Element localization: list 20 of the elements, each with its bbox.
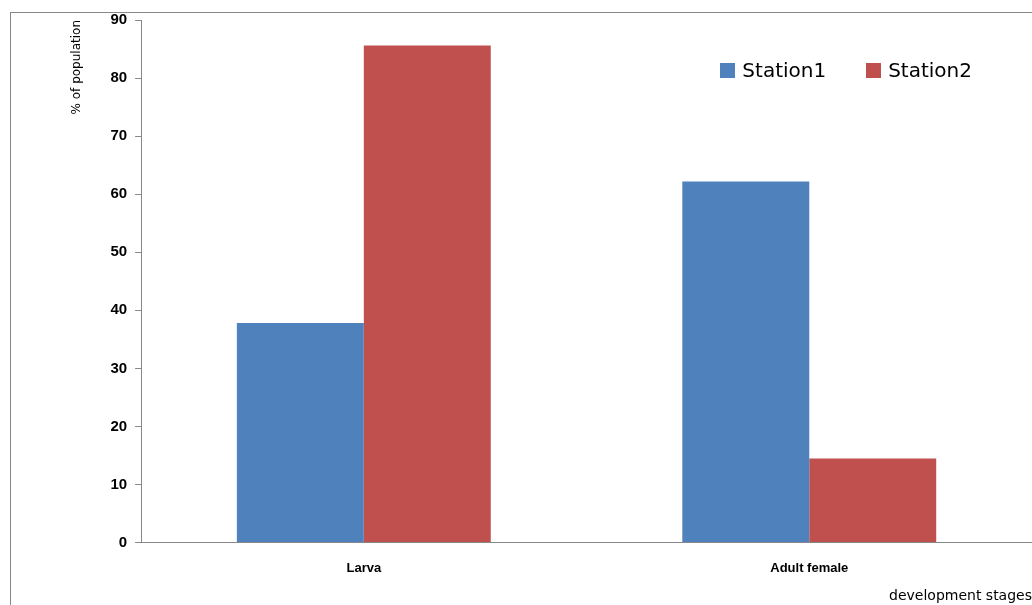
x-tick-label: Adult female: [770, 559, 849, 575]
y-tick-label: 50: [110, 242, 128, 260]
bar: [809, 458, 937, 543]
bar: [682, 181, 810, 543]
bar: [363, 45, 491, 543]
y-tick-label: 40: [110, 300, 128, 318]
y-tick-label: 60: [110, 184, 128, 202]
y-tick-label: 20: [110, 416, 128, 434]
legend-label: Station1: [742, 58, 827, 82]
y-tick-label: 10: [110, 474, 128, 492]
y-tick-label: 70: [110, 126, 128, 144]
y-tick-label: 30: [110, 358, 128, 376]
x-axis-title: development stages: [889, 587, 1032, 604]
y-tick-label: 0: [118, 532, 128, 550]
bar: [236, 323, 364, 543]
y-tick-label: 80: [110, 68, 128, 86]
legend-label: Station2: [888, 58, 972, 82]
x-tick-label: Larva: [346, 559, 382, 575]
y-axis-title: % of population: [69, 20, 84, 115]
y-tick-label: 90: [110, 10, 128, 28]
